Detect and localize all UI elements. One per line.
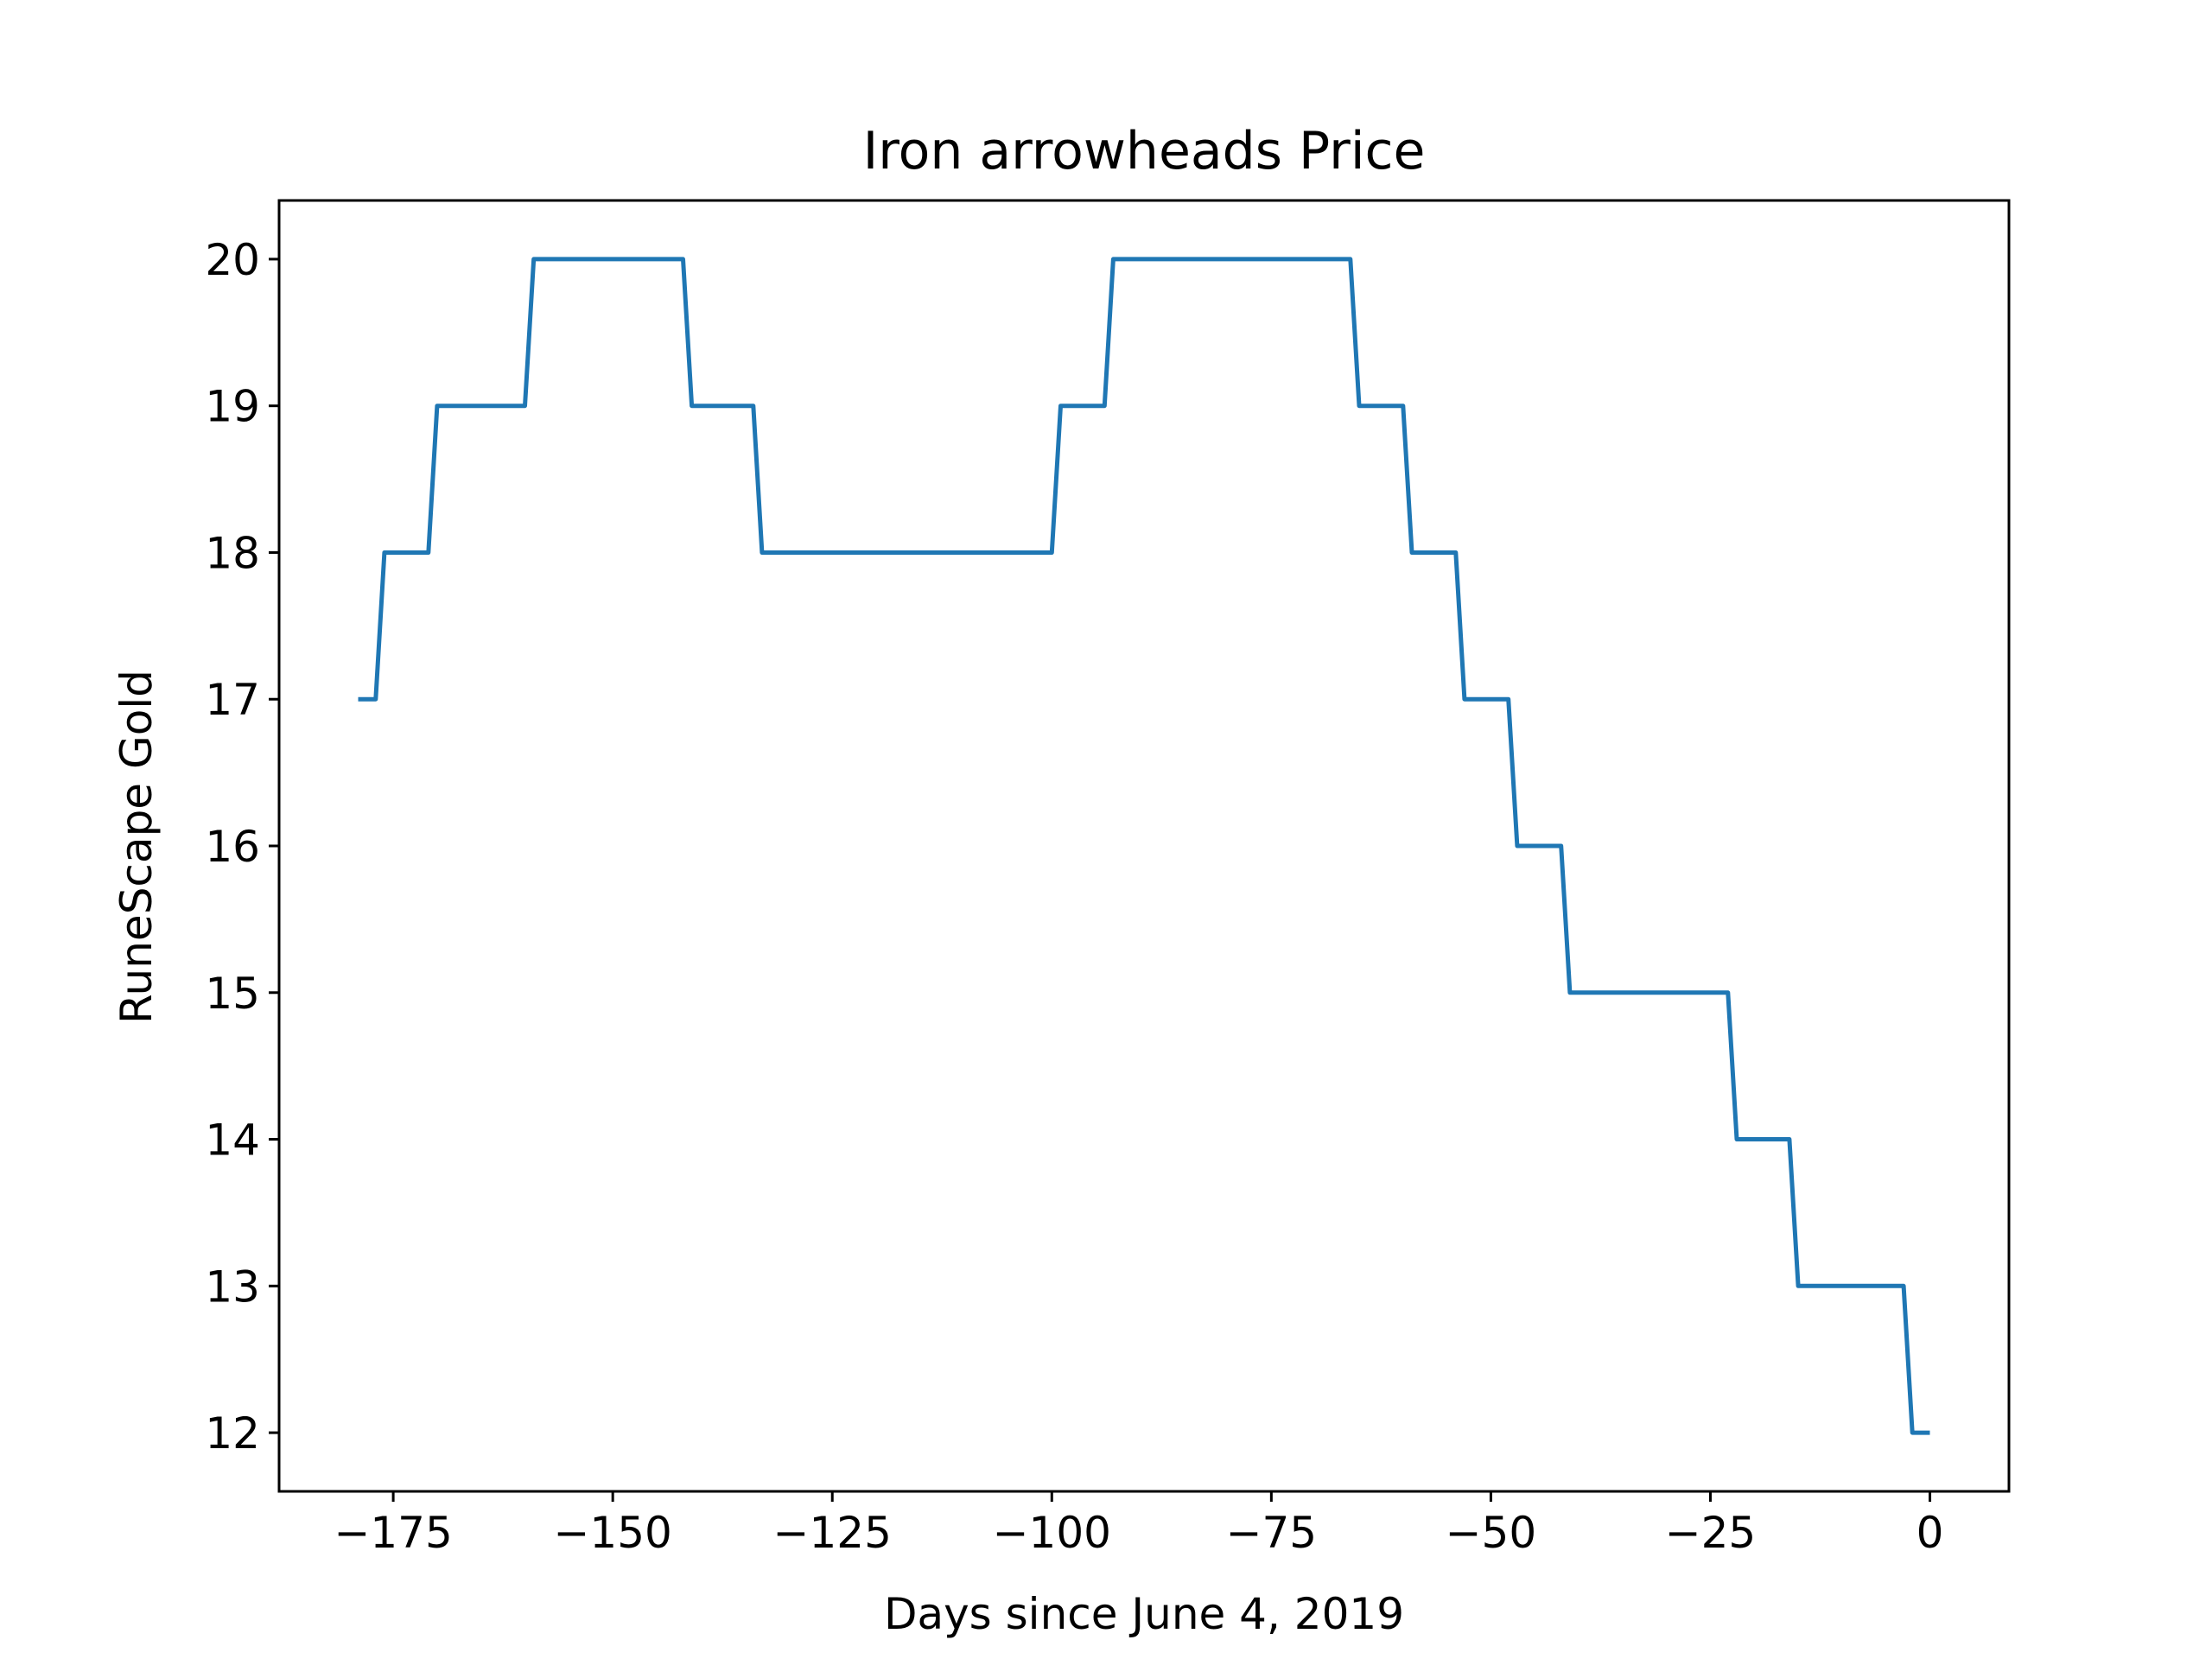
plot-area bbox=[358, 257, 1930, 1435]
y-tick-label: 17 bbox=[205, 675, 260, 725]
x-tick-label: −175 bbox=[334, 1508, 452, 1558]
x-tick-label: 0 bbox=[1916, 1508, 1944, 1558]
y-axis-title: RuneScape Gold bbox=[111, 670, 162, 1024]
x-axis: −175 −150 −125 −100 −75 −50 −25 0 bbox=[334, 1491, 1943, 1558]
y-tick-label: 13 bbox=[205, 1262, 260, 1312]
x-tick-label: −75 bbox=[1226, 1508, 1318, 1558]
y-tick-label: 16 bbox=[205, 822, 260, 872]
x-tick-label: −50 bbox=[1446, 1508, 1537, 1558]
y-tick-label: 15 bbox=[205, 969, 260, 1019]
y-tick-label: 14 bbox=[205, 1116, 260, 1166]
chart-title: Iron arrowheads Price bbox=[863, 121, 1426, 181]
y-tick-label: 20 bbox=[205, 235, 260, 285]
y-tick-label: 19 bbox=[205, 382, 260, 432]
price-series-line bbox=[358, 257, 1930, 1435]
y-tick-label: 12 bbox=[205, 1408, 260, 1459]
x-tick-label: −25 bbox=[1665, 1508, 1757, 1558]
axes-frame bbox=[277, 199, 2011, 1493]
x-axis-title: Days since June 4, 2019 bbox=[884, 1589, 1404, 1639]
y-tick-label: 18 bbox=[205, 528, 260, 578]
x-tick-label: −125 bbox=[773, 1508, 892, 1558]
x-tick-label: −100 bbox=[993, 1508, 1111, 1558]
y-axis: 12 13 14 15 16 17 18 19 20 bbox=[205, 235, 279, 1459]
x-tick-label: −150 bbox=[554, 1508, 672, 1558]
